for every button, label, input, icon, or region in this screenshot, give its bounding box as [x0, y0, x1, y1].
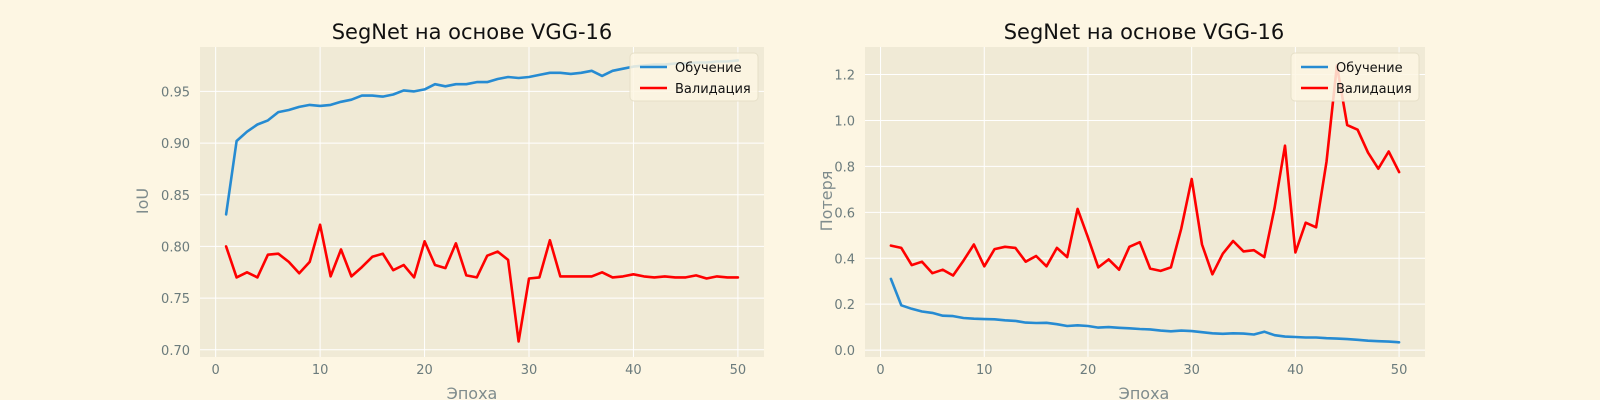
y-tick-label: 1.0 [834, 114, 855, 129]
x-tick-label: 40 [1287, 363, 1304, 378]
x-tick-label: 40 [625, 363, 642, 378]
chart-title: SegNet на основе VGG-16 [332, 20, 613, 44]
legend-label: Валидация [1336, 82, 1412, 97]
series-line [224, 223, 740, 343]
x-tick-label: 20 [416, 363, 433, 378]
y-tick-label: 0.2 [834, 298, 855, 313]
series-line [889, 64, 1401, 277]
chart-loss: SegNet на основе VGG-16 Эпоха Потеря 0 10… [817, 20, 1425, 400]
y-axis-label: Потеря [817, 171, 836, 232]
y-tick-label: 0.80 [161, 240, 190, 255]
x-tick-label: 10 [976, 363, 993, 378]
x-tick-label: 20 [1080, 363, 1097, 378]
y-tick-label: 0.70 [161, 344, 190, 359]
x-axis-label: Эпоха [447, 384, 498, 400]
chart-title: SegNet на основе VGG-16 [1004, 20, 1285, 44]
x-tick-label: 10 [312, 363, 329, 378]
x-tick-label: 50 [730, 363, 747, 378]
x-tick-label: 0 [212, 363, 220, 378]
chart-iou: SegNet на основе VGG-16 Эпоха IoU 0 10 20 3… [133, 20, 764, 400]
y-axis-label: IoU [133, 188, 152, 214]
x-tick-label: 0 [876, 363, 884, 378]
legend-label: Обучение [1336, 61, 1403, 76]
y-tick-label: 0.6 [834, 206, 855, 221]
y-tick-label: 0.95 [161, 85, 190, 100]
y-tick-label: 0.75 [161, 292, 190, 307]
y-tick-label: 0.90 [161, 137, 190, 152]
legend-label: Валидация [675, 82, 751, 97]
series-line [889, 277, 1401, 344]
x-tick-label: 30 [521, 363, 538, 378]
x-axis-label: Эпоха [1119, 384, 1170, 400]
legend-label: Обучение [675, 61, 742, 76]
y-tick-label: 0.0 [834, 344, 855, 359]
y-tick-label: 1.2 [834, 69, 855, 84]
x-tick-label: 50 [1391, 363, 1408, 378]
y-tick-label: 0.85 [161, 189, 190, 204]
y-tick-label: 0.8 [834, 160, 855, 175]
x-tick-label: 30 [1183, 363, 1200, 378]
y-tick-label: 0.4 [834, 252, 855, 267]
